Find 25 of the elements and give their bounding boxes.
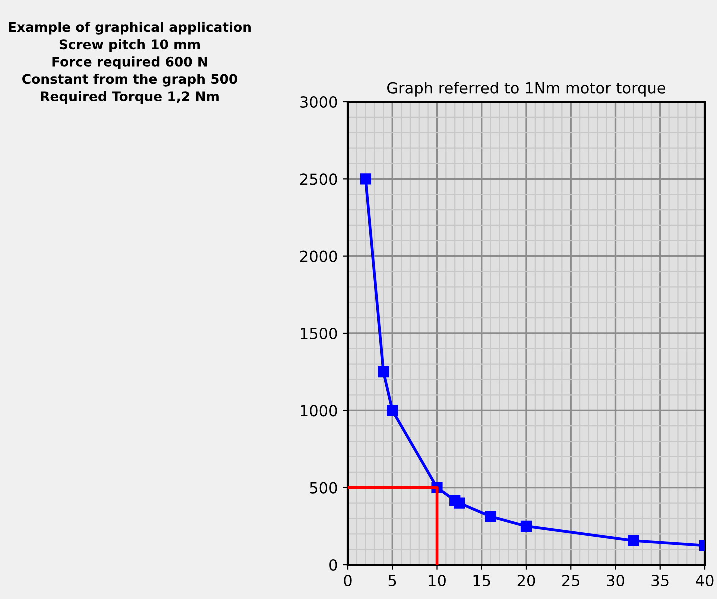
point	[378, 366, 390, 378]
y-tick-label: 1000	[301, 405, 338, 417]
y-tick-label: 500	[310, 482, 338, 494]
point	[485, 511, 496, 522]
x-tick-label: 0	[344, 574, 352, 587]
x-tick-label: 40	[696, 574, 714, 587]
y-tick-label: 3000	[300, 96, 338, 108]
point	[628, 535, 640, 546]
x-tick-label: 25	[562, 574, 580, 587]
point	[387, 405, 398, 416]
y-tick-label: 0	[330, 559, 338, 572]
point	[360, 174, 372, 185]
x-tick-label: 10	[429, 574, 446, 587]
x-tick-label: 35	[652, 574, 669, 587]
y-tick-label: 2000	[300, 250, 338, 262]
x-tick-label: 5	[388, 575, 396, 587]
y-tick-label: 2500	[300, 174, 338, 186]
y-tick-label: 1500	[301, 328, 338, 340]
point	[454, 498, 466, 509]
text: Example of graphical application Screw pitch 10 mm Force required 600 N Constant from the graph 500 Required Torque 1,2 Nm	[9, 22, 251, 104]
x-tick-label: 15	[474, 575, 490, 587]
x-tick-label: 20	[518, 574, 536, 587]
point	[520, 520, 532, 532]
chart-title: Graph referred to 1Nm motor torque	[388, 82, 666, 97]
x-tick-label: 30	[607, 574, 624, 587]
